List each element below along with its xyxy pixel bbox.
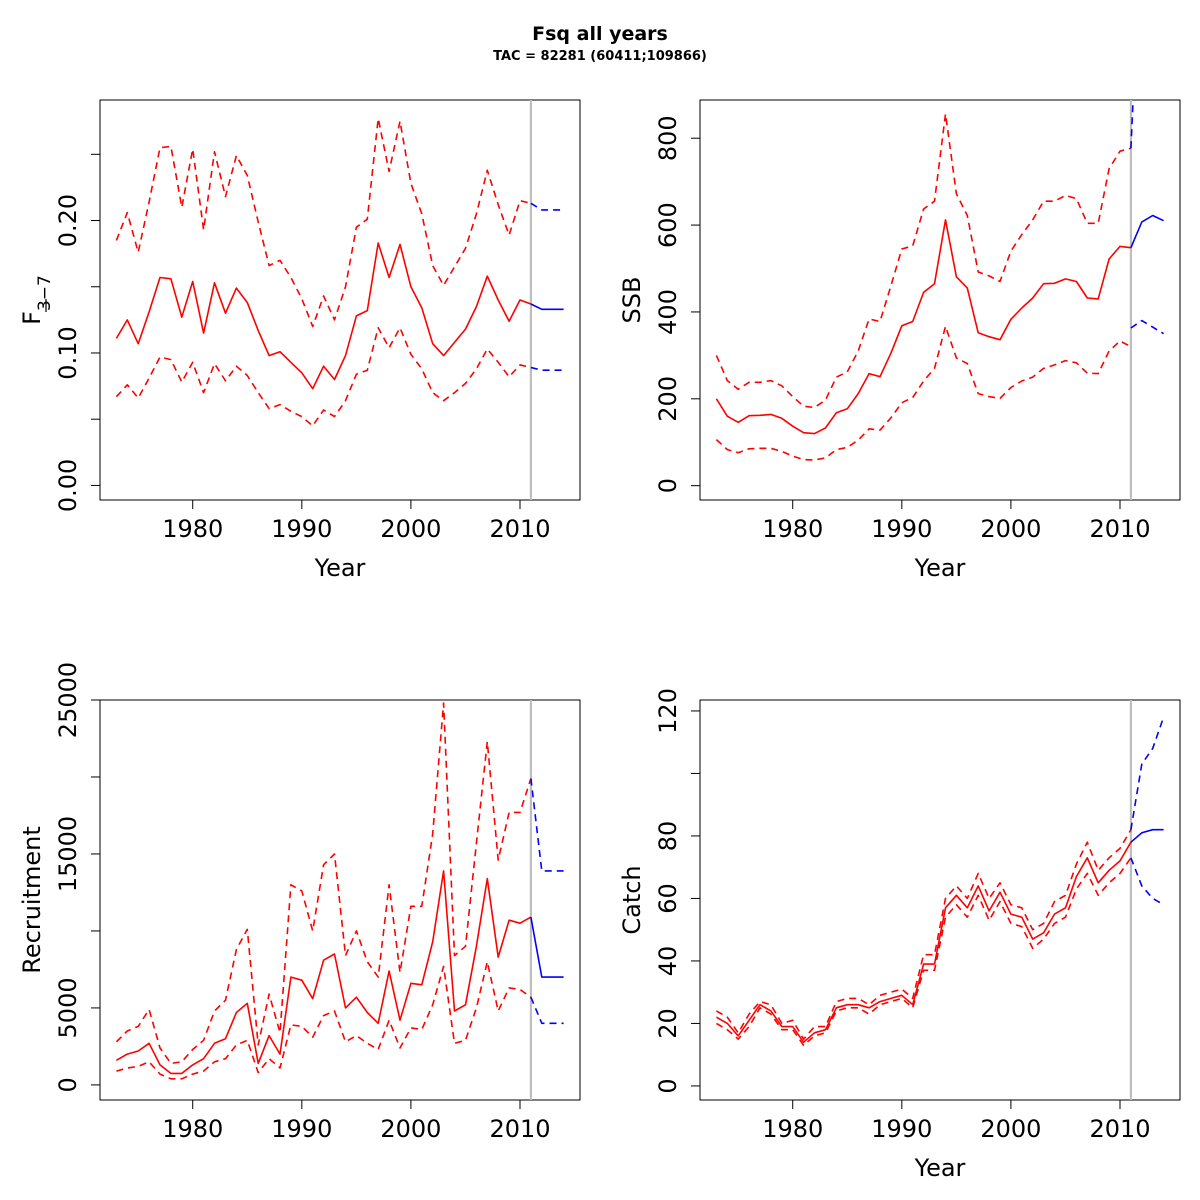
catch-y-tick-label: 80 <box>654 821 682 852</box>
ssb-x-axis-label: Year <box>914 554 966 582</box>
ssb-y-tick-label: 400 <box>654 289 682 335</box>
f-series-estimate <box>115 242 532 390</box>
ssb-series-group <box>715 100 1165 461</box>
ssb-y-tick-label: 600 <box>654 202 682 248</box>
recruitment-y-tick-label: 15000 <box>54 816 82 892</box>
ssb-series-forecast <box>1130 214 1164 249</box>
ssb-series-forecast-upper <box>1130 100 1134 149</box>
recruitment-x-tick-label: 2000 <box>380 1115 441 1143</box>
catch-series-lower <box>715 857 1132 1047</box>
f-series-forecast <box>530 303 564 311</box>
catch-series-group <box>715 716 1165 1047</box>
catch-x-tick-label: 1990 <box>871 1115 932 1143</box>
figure-title: Fsq all years <box>532 23 668 45</box>
f-series-forecast-upper <box>530 202 564 211</box>
recruitment-series-upper <box>115 702 532 1065</box>
recruitment-y-axis-label: Recruitment <box>18 826 46 973</box>
ssb-x-tick-label: 1980 <box>762 515 823 543</box>
ssb-series-upper <box>715 113 1132 409</box>
f-series-upper <box>115 117 532 328</box>
panel-ssb-chart: 1980 1990 2000 2010 0 200 400 600 800 Year SSB <box>618 99 1181 582</box>
recruitment-y-tick-label: 5000 <box>54 977 82 1038</box>
recruitment-x-tick-label: 1990 <box>271 1115 332 1143</box>
ssb-x-tick-label: 1990 <box>871 515 932 543</box>
catch-series-forecast-lower <box>1130 857 1165 906</box>
catch-y-axis-label: Catch <box>618 865 646 934</box>
catch-series-upper <box>715 829 1132 1040</box>
f-series-forecast-lower <box>530 366 564 372</box>
catch-plot-frame <box>699 699 1181 1101</box>
f-series-lower <box>115 326 532 427</box>
ssb-plot-frame <box>699 99 1181 501</box>
ssb-x-tick-label: 2000 <box>980 515 1041 543</box>
recruitment-series-forecast-lower <box>530 996 564 1025</box>
f-x-tick-label: 1980 <box>162 515 223 543</box>
figure-subtitle: TAC = 82281 (60411;109866) <box>493 49 707 64</box>
catch-y-tick-label: 60 <box>654 883 682 914</box>
recruitment-series-estimate <box>116 870 532 1075</box>
recruitment-series-group <box>115 702 564 1080</box>
recruitment-y-tick-label: 0 <box>54 1077 82 1092</box>
recruitment-x-tick-label: 2010 <box>489 1115 550 1143</box>
f-x-tick-label: 2000 <box>380 515 441 543</box>
catch-x-tick-label: 1980 <box>762 1115 823 1143</box>
catch-x-axis-label: Year <box>914 1154 966 1182</box>
f-y-tick-label: 0.00 <box>54 459 82 512</box>
recruitment-x-tick-label: 1980 <box>162 1115 223 1143</box>
panel-f-chart: 1980 1990 2000 2010 0.00 0.10 0.20 Year F3−7 <box>18 99 581 582</box>
f-x-tick-label: 2010 <box>489 515 550 543</box>
ssb-x-tick-label: 2010 <box>1089 515 1150 543</box>
catch-series-estimate <box>716 841 1132 1043</box>
catch-y-tick-label: 0 <box>654 1078 682 1093</box>
f-plot-frame <box>99 99 581 501</box>
ssb-y-tick-label: 800 <box>654 115 682 161</box>
recruitment-series-lower <box>116 960 532 1080</box>
recruitment-y-tick-label: 25000 <box>54 662 82 738</box>
ssb-y-axis-label: SSB <box>618 277 646 324</box>
recruitment-series-forecast <box>530 916 564 978</box>
f-x-axis-label: Year <box>314 554 366 582</box>
catch-y-tick-label: 40 <box>654 946 682 977</box>
f-y-axis-label: F3−7 <box>18 275 55 325</box>
ssb-series-forecast-lower <box>1130 319 1165 335</box>
recruitment-series-forecast-upper <box>530 778 564 872</box>
ssb-series-estimate <box>715 219 1131 435</box>
catch-y-tick-label: 120 <box>654 688 682 734</box>
ssb-y-tick-label: 0 <box>654 478 682 493</box>
ssb-y-tick-label: 200 <box>654 376 682 422</box>
catch-x-tick-label: 2010 <box>1089 1115 1150 1143</box>
catch-x-tick-label: 2000 <box>980 1115 1041 1143</box>
f-y-tick-label: 0.10 <box>54 326 82 379</box>
panel-recruitment-chart: 1980 1990 2000 2010 0 5000 15000 25000 Recruitme… <box>18 662 581 1143</box>
ssb-series-lower <box>715 325 1132 461</box>
panel-catch-chart: 1980 1990 2000 2010 0 20 40 60 80 120 Year Catch <box>618 688 1181 1182</box>
f-x-tick-label: 1990 <box>271 515 332 543</box>
recruitment-plot-frame <box>99 699 581 1101</box>
f-y-tick-label: 0.20 <box>54 194 82 247</box>
catch-series-forecast <box>1130 828 1164 843</box>
catch-y-tick-label: 20 <box>654 1008 682 1039</box>
catch-series-forecast-upper <box>1130 716 1165 830</box>
f-series-group <box>115 117 564 427</box>
